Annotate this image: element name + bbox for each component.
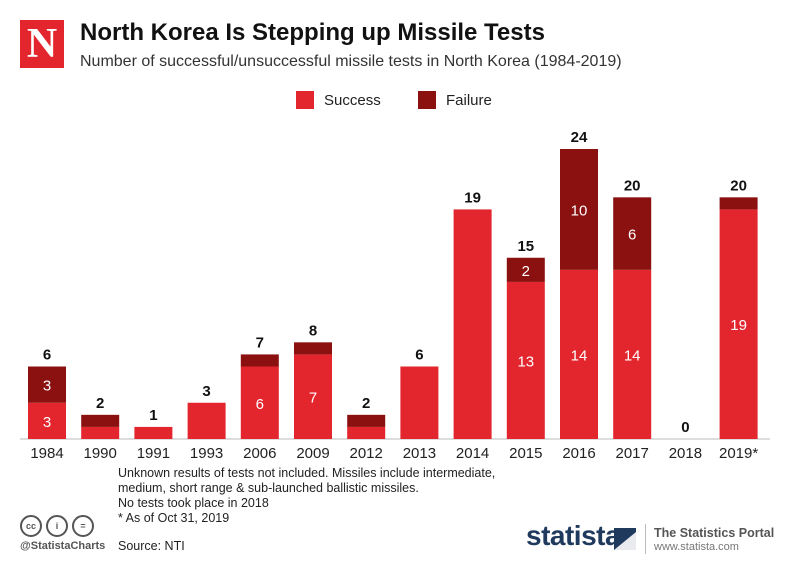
total-label: 3 bbox=[202, 383, 210, 400]
social-handle[interactable]: @StatistaCharts bbox=[20, 540, 106, 552]
bar-failure bbox=[81, 414, 120, 427]
bar-failure bbox=[719, 197, 758, 210]
x-tick-label: 2017 bbox=[616, 445, 649, 462]
x-tick-label: 2006 bbox=[243, 445, 276, 462]
bar-success bbox=[240, 366, 279, 439]
no-derivatives-icon: = bbox=[72, 515, 94, 537]
total-label: 2 bbox=[96, 395, 104, 412]
bar-failure bbox=[560, 149, 598, 270]
x-tick-label: 2018 bbox=[669, 445, 702, 462]
bar-success bbox=[613, 269, 652, 439]
x-tick-label: 2012 bbox=[350, 445, 383, 462]
legend-failure-swatch bbox=[418, 91, 436, 109]
bar-success bbox=[134, 426, 173, 439]
x-tick-label: 2015 bbox=[509, 445, 542, 462]
x-tick-label: 2016 bbox=[562, 445, 595, 462]
total-label: 6 bbox=[43, 347, 51, 364]
segment-label-success: 14 bbox=[624, 347, 641, 364]
x-tick-label: 1993 bbox=[190, 445, 223, 462]
legend-success: Success bbox=[296, 91, 381, 109]
bar-failure bbox=[28, 366, 66, 403]
bar-success bbox=[400, 366, 439, 439]
bar-success bbox=[294, 354, 332, 439]
bar-success bbox=[719, 209, 758, 439]
footnote-line: Unknown results of tests not included. M… bbox=[118, 466, 496, 480]
x-tick-label: 1990 bbox=[84, 445, 117, 462]
legend-failure: Failure bbox=[418, 91, 492, 109]
bar-success bbox=[453, 209, 492, 439]
bar-failure bbox=[506, 257, 545, 282]
x-tick-label: 1984 bbox=[30, 445, 63, 462]
bar-success bbox=[28, 402, 66, 439]
segment-label-success: 7 bbox=[309, 390, 317, 407]
total-label: 8 bbox=[309, 322, 317, 339]
footnote-line: medium, short range & sub-launched balli… bbox=[118, 481, 419, 495]
bar-success bbox=[560, 269, 598, 439]
segment-label-success: 3 bbox=[43, 414, 51, 431]
footnote-line: * As of Oct 31, 2019 bbox=[118, 511, 230, 525]
legend-success-swatch bbox=[296, 91, 314, 109]
bar-failure bbox=[294, 342, 332, 355]
statista-logo-icon bbox=[614, 528, 636, 550]
segment-label-success: 13 bbox=[517, 353, 534, 370]
footnotes: Unknown results of tests not included. M… bbox=[118, 466, 495, 526]
statistics-portal-label: The Statistics Portal bbox=[654, 526, 775, 540]
total-label: 2 bbox=[362, 395, 370, 412]
x-tick-label: 2014 bbox=[456, 445, 489, 462]
creative-commons-icon: cc bbox=[20, 515, 42, 537]
bar-failure bbox=[347, 414, 386, 427]
footer-divider bbox=[645, 524, 646, 554]
total-label: 19 bbox=[464, 189, 481, 206]
segment-label-failure: 6 bbox=[628, 227, 636, 244]
bar-failure bbox=[240, 354, 279, 367]
total-label: 0 bbox=[681, 419, 689, 436]
attribution-icon: i bbox=[46, 515, 68, 537]
x-tick-label: 1991 bbox=[137, 445, 170, 462]
legend-success-label: Success bbox=[324, 91, 381, 109]
chart-title: North Korea Is Stepping up Missile Tests bbox=[80, 19, 545, 46]
segment-label-success: 6 bbox=[256, 396, 264, 413]
segment-label-failure: 2 bbox=[522, 263, 530, 280]
total-label: 1 bbox=[149, 407, 157, 424]
bar-success bbox=[187, 402, 226, 439]
bar-group: 3361984219901199131993672006782009220126… bbox=[28, 129, 758, 462]
total-label: 6 bbox=[415, 347, 423, 364]
segment-label-success: 19 bbox=[730, 317, 747, 334]
total-label: 20 bbox=[730, 177, 747, 194]
source-note: Source: NTI bbox=[118, 539, 185, 553]
bar-success bbox=[81, 426, 120, 439]
total-label: 24 bbox=[571, 129, 588, 146]
total-label: 15 bbox=[517, 238, 534, 255]
x-tick-label: 2019* bbox=[719, 445, 758, 462]
segment-label-success: 14 bbox=[571, 347, 588, 364]
bar-failure bbox=[613, 197, 652, 270]
bar-success bbox=[347, 426, 386, 439]
statista-wordmark[interactable]: statista bbox=[526, 520, 621, 551]
legend-failure-label: Failure bbox=[446, 91, 492, 109]
segment-label-failure: 10 bbox=[571, 202, 588, 219]
x-tick-label: 2013 bbox=[403, 445, 436, 462]
statista-url[interactable]: www.statista.com bbox=[654, 541, 739, 553]
total-label: 7 bbox=[256, 334, 264, 351]
bar-success bbox=[506, 281, 545, 439]
total-label: 20 bbox=[624, 177, 641, 194]
segment-label-failure: 3 bbox=[43, 378, 51, 395]
x-tick-label: 2009 bbox=[296, 445, 329, 462]
chart-subtitle: Number of successful/unsuccessful missil… bbox=[80, 53, 622, 70]
footnote-line: No tests took place in 2018 bbox=[118, 496, 269, 510]
brand-logo: N bbox=[20, 20, 64, 68]
